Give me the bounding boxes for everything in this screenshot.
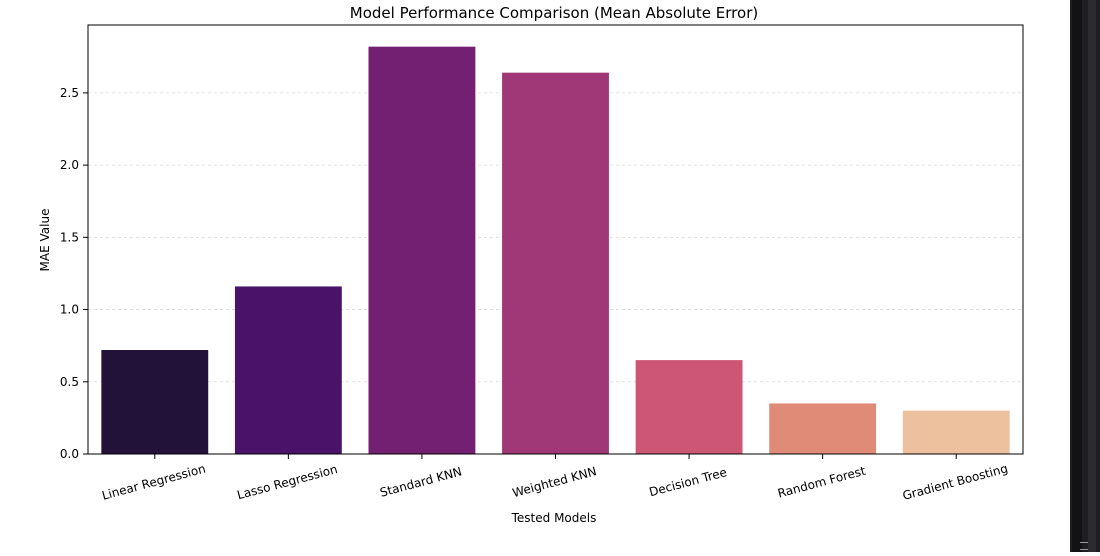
x-tick-label: Decision Tree xyxy=(648,465,729,499)
x-axis-label: Tested Models xyxy=(511,511,597,525)
x-tick-label: Weighted KNN xyxy=(511,464,598,500)
y-tick-label: 0.0 xyxy=(60,447,79,461)
bar xyxy=(368,46,476,455)
y-tick-label: 1.5 xyxy=(60,230,79,244)
bars-layer xyxy=(101,46,1010,455)
y-tick-label: 2.5 xyxy=(60,86,79,100)
scroll-track[interactable] xyxy=(1072,0,1082,552)
bar xyxy=(902,410,1010,454)
chart-area: Model Performance Comparison (Mean Absol… xyxy=(38,4,1024,525)
y-tick-label: 0.5 xyxy=(60,375,79,389)
bar xyxy=(769,403,877,454)
right-scrollbar-panel xyxy=(1070,0,1100,552)
resize-grip-icon[interactable] xyxy=(1080,542,1088,550)
scrollbar-thumb[interactable] xyxy=(1088,0,1096,552)
bar xyxy=(234,286,342,454)
x-tick-label: Standard KNN xyxy=(378,464,463,499)
chart-svg: Model Performance Comparison (Mean Absol… xyxy=(38,4,1024,525)
bar xyxy=(635,360,743,454)
x-tick-label: Gradient Boosting xyxy=(901,461,1009,503)
bar xyxy=(101,350,209,454)
y-tick-label: 2.0 xyxy=(60,158,79,172)
y-axis-ticks: 0.0 0.5 1.0 1.5 2.0 2.5 xyxy=(60,86,88,461)
x-tick-label: Random Forest xyxy=(776,464,867,501)
x-axis-ticks: Linear Regression Lasso Regression Standar… xyxy=(100,454,1009,503)
chart-title: Model Performance Comparison (Mean Absol… xyxy=(350,4,758,22)
x-tick-label: Lasso Regression xyxy=(236,462,339,502)
y-tick-label: 1.0 xyxy=(60,303,79,317)
bar xyxy=(502,72,609,455)
x-tick-label: Linear Regression xyxy=(100,462,207,503)
y-axis-label: MAE Value xyxy=(38,209,52,272)
